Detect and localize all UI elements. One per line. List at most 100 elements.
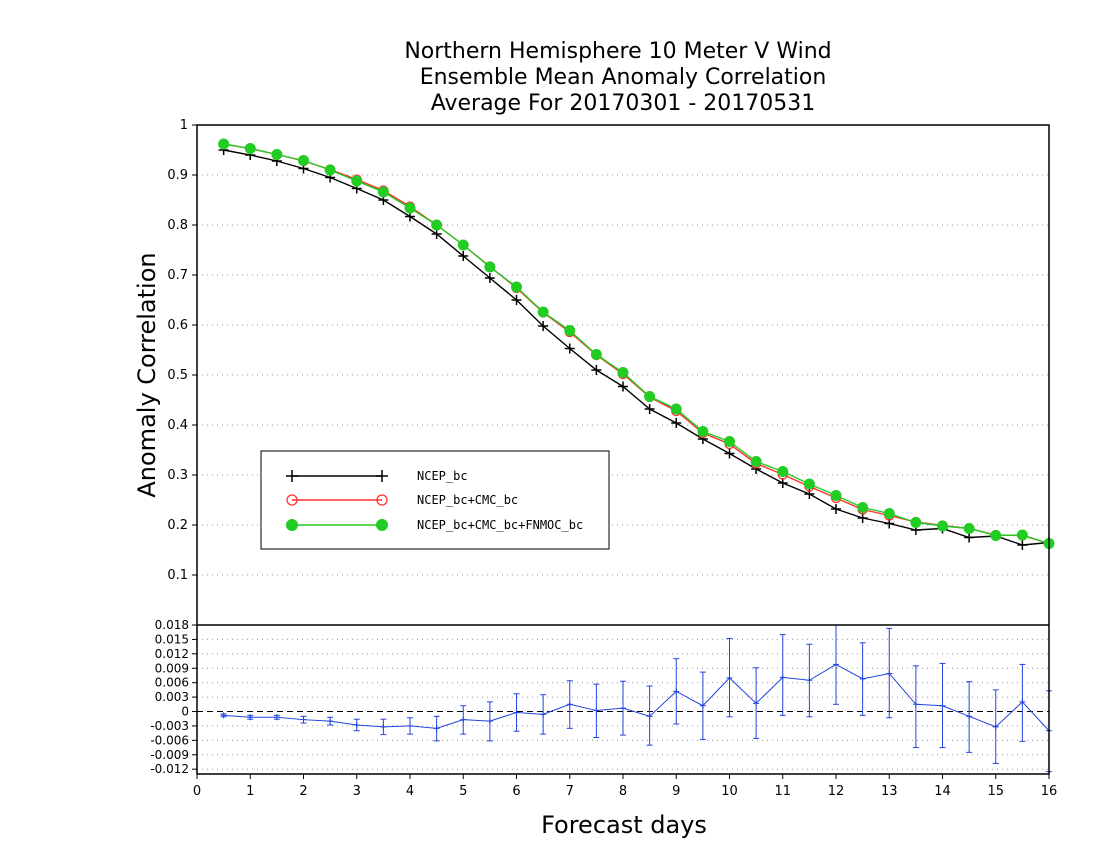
data-point-plus	[964, 532, 975, 543]
data-point-filled-circle	[670, 403, 682, 415]
top-y-tick-label: 0.7	[167, 268, 188, 283]
difference-point	[726, 674, 733, 681]
x-tick-label: 4	[406, 784, 414, 799]
difference-point	[247, 714, 254, 721]
top-y-tick-label: 0.8	[167, 218, 188, 233]
bottom-y-tick-label: 0.012	[155, 647, 189, 661]
x-axis-label: Forecast days	[541, 811, 707, 839]
bottom-y-tick-label: 0.006	[155, 676, 189, 690]
x-tick-label: 11	[774, 784, 791, 799]
difference-point	[593, 707, 600, 714]
data-point-plus	[777, 478, 788, 488]
legend-label-1: NCEP_bc	[417, 469, 468, 483]
difference-point	[779, 674, 786, 681]
legend-label-3: NCEP_bc+CMC_bc+FNMOC_bc	[417, 518, 583, 532]
difference-line	[223, 663, 1050, 732]
top-y-tick-label: 1	[180, 118, 188, 133]
difference-point	[646, 713, 653, 720]
x-tick-label: 15	[987, 784, 1004, 799]
data-point-filled-circle	[457, 239, 469, 251]
bottom-y-tick-label: 0.018	[155, 618, 189, 632]
difference-point	[327, 718, 334, 725]
bottom-y-tick-label: -0.006	[150, 733, 189, 747]
data-point-filled-circle	[537, 306, 549, 318]
data-point-plus	[1017, 540, 1028, 550]
difference-point	[353, 721, 360, 728]
data-point-filled-circle	[244, 143, 256, 154]
difference-point	[273, 714, 280, 721]
top-y-tick-label: 0.3	[167, 468, 188, 483]
difference-point	[886, 670, 893, 677]
difference-point	[566, 701, 573, 708]
x-tick-label: 7	[566, 784, 574, 799]
title-line-3: Average For 20170301 - 20170531	[431, 91, 816, 116]
data-point-plus	[538, 321, 549, 331]
legend-label-2: NCEP_bc+CMC_bc	[417, 493, 518, 507]
x-tick-label: 12	[828, 784, 845, 799]
bottom-y-tick-label: -0.012	[150, 762, 189, 776]
top-panel-series	[218, 138, 1055, 550]
data-point-plus	[484, 273, 495, 283]
difference-point	[407, 722, 413, 729]
data-point-filled-circle	[324, 164, 336, 176]
data-point-filled-circle	[404, 202, 416, 214]
top-y-tick-label: 0.2	[167, 518, 188, 533]
data-point-filled-circle	[910, 517, 922, 528]
bottom-y-tick-label: -0.009	[150, 748, 189, 762]
x-tick-label: 0	[193, 784, 201, 799]
difference-point	[939, 702, 946, 709]
top-y-tick-label: 0.9	[167, 168, 188, 183]
difference-point	[460, 716, 467, 723]
difference-point	[992, 723, 999, 730]
data-point-filled-circle	[937, 520, 948, 532]
bottom-y-tick-label: 0.009	[155, 661, 189, 675]
legend-marker-open-circle	[376, 494, 388, 506]
legend: NCEP_bc NCEP_bc+CMC_bc NCEP_bc+CMC_bc+FNMO…	[260, 450, 610, 550]
data-point-filled-circle	[377, 186, 389, 198]
data-point-filled-circle	[963, 523, 975, 534]
data-point-plus	[431, 229, 442, 239]
y-axis-label: Anomaly Correlation	[133, 252, 161, 497]
difference-point	[859, 675, 866, 682]
data-point-filled-circle	[803, 478, 815, 490]
bottom-y-ticks: 0.0180.0150.0120.0090.0060.0030-0.003-0.…	[150, 618, 197, 776]
data-point-plus	[618, 381, 628, 392]
bottom-y-tick-label: 0.015	[155, 632, 189, 646]
x-tick-label: 9	[672, 784, 680, 799]
data-point-plus	[644, 404, 655, 414]
difference-point	[540, 711, 547, 718]
data-point-filled-circle	[777, 466, 789, 477]
data-point-filled-circle	[857, 502, 869, 513]
legend-marker-plus	[376, 470, 388, 482]
data-point-filled-circle	[724, 436, 735, 447]
data-point-filled-circle	[298, 155, 309, 166]
data-point-filled-circle	[218, 138, 230, 150]
bottom-y-tick-label: 0.003	[155, 690, 189, 704]
difference-point	[620, 705, 626, 712]
x-ticks: 0 1 2 3 4 5 6 7 8 9 10 11 12 13 14 15 16	[193, 774, 1057, 799]
series-line-1	[223, 149, 1050, 546]
x-tick-label: 10	[721, 784, 738, 799]
difference-point	[912, 701, 919, 708]
data-point-plus	[671, 418, 682, 428]
x-tick-label: 8	[619, 784, 627, 799]
data-point-plus	[458, 251, 469, 261]
difference-point	[673, 688, 680, 695]
top-y-tick-label: 0.5	[167, 368, 188, 383]
data-point-filled-circle	[644, 391, 656, 402]
data-point-plus	[564, 343, 575, 354]
x-tick-label: 6	[512, 784, 520, 799]
difference-point	[433, 725, 440, 732]
title-line-1: Northern Hemisphere 10 Meter V Wind	[404, 39, 831, 64]
data-point-filled-circle	[564, 325, 576, 336]
x-tick-label: 2	[299, 784, 307, 799]
data-point-plus	[857, 513, 868, 523]
data-point-plus	[511, 295, 522, 305]
chart-title: Northern Hemisphere 10 Meter V Wind Ense…	[404, 39, 831, 116]
difference-point	[833, 661, 839, 668]
bottom-panel-series	[220, 624, 1052, 773]
top-y-ticks: 0.1 0.2 0.3 0.4 0.5 0.6 0.7 0.8 0.9 1	[167, 118, 197, 583]
data-point-filled-circle	[590, 349, 602, 360]
data-point-filled-circle	[351, 175, 363, 187]
data-point-filled-circle	[830, 490, 842, 501]
